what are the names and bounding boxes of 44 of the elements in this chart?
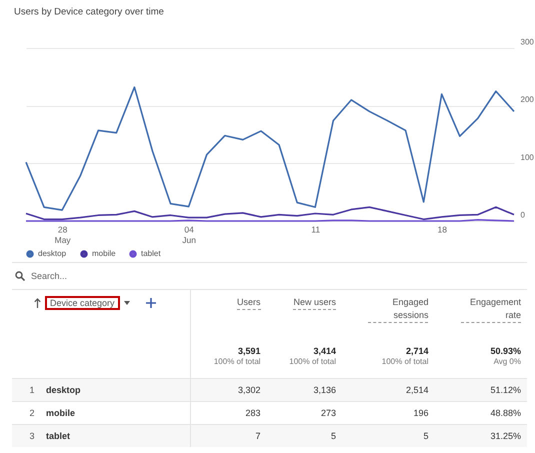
text: 100% of total bbox=[289, 357, 336, 366]
text: 2,714 bbox=[406, 346, 428, 356]
text: New users bbox=[293, 296, 336, 310]
data-label: 51.12% bbox=[434, 378, 527, 402]
data-label: 5 bbox=[342, 424, 434, 447]
text: Engagement rate bbox=[461, 296, 521, 323]
chart-title: Users by Device category over time bbox=[14, 6, 164, 18]
x-tick-label: 28 May bbox=[54, 224, 72, 245]
x-tick-label: 11 bbox=[311, 224, 320, 234]
y-tick-label: 100 bbox=[520, 152, 534, 162]
text: 100% of total bbox=[382, 357, 428, 366]
data-label: 273 bbox=[266, 402, 342, 424]
legend-label: tablet bbox=[141, 249, 162, 258]
data-label: 196 bbox=[342, 402, 434, 424]
text: 3 bbox=[28, 431, 36, 441]
text: 3,414 bbox=[313, 346, 336, 356]
y-tick-label: 300 bbox=[520, 38, 534, 46]
text: Search... bbox=[31, 271, 68, 281]
y-tick-label: 0 bbox=[520, 210, 526, 220]
category-label: tablet bbox=[46, 431, 70, 441]
data-label: 3,302 bbox=[190, 378, 267, 402]
text: Device category bbox=[50, 298, 115, 308]
y-tick-label: 200 bbox=[520, 95, 534, 104]
text: 3,591 bbox=[238, 346, 261, 356]
text: 50.93% bbox=[490, 346, 521, 356]
legend-label: mobile bbox=[92, 249, 116, 258]
x-tick-label: 18 bbox=[437, 224, 448, 234]
data-label: 283 bbox=[190, 402, 267, 424]
text: Engaged sessions bbox=[368, 296, 428, 323]
data-label: 5 bbox=[266, 424, 342, 447]
text: Users bbox=[237, 296, 261, 310]
legend-label: desktop bbox=[38, 249, 67, 258]
category-label: mobile bbox=[46, 408, 76, 418]
text: Avg 0% bbox=[494, 357, 521, 366]
x-tick-label: 04 Jun bbox=[182, 224, 196, 245]
text: 2 bbox=[28, 408, 36, 418]
data-label: 48.88% bbox=[434, 402, 527, 424]
data-label: 2,514 bbox=[342, 378, 434, 402]
data-label: 7 bbox=[190, 424, 267, 447]
category-label: desktop bbox=[46, 385, 81, 395]
text: 1 bbox=[28, 385, 36, 395]
text: 100% of total bbox=[214, 357, 261, 366]
data-label: 31.25% bbox=[434, 424, 527, 447]
data-label: 3,136 bbox=[266, 378, 342, 402]
